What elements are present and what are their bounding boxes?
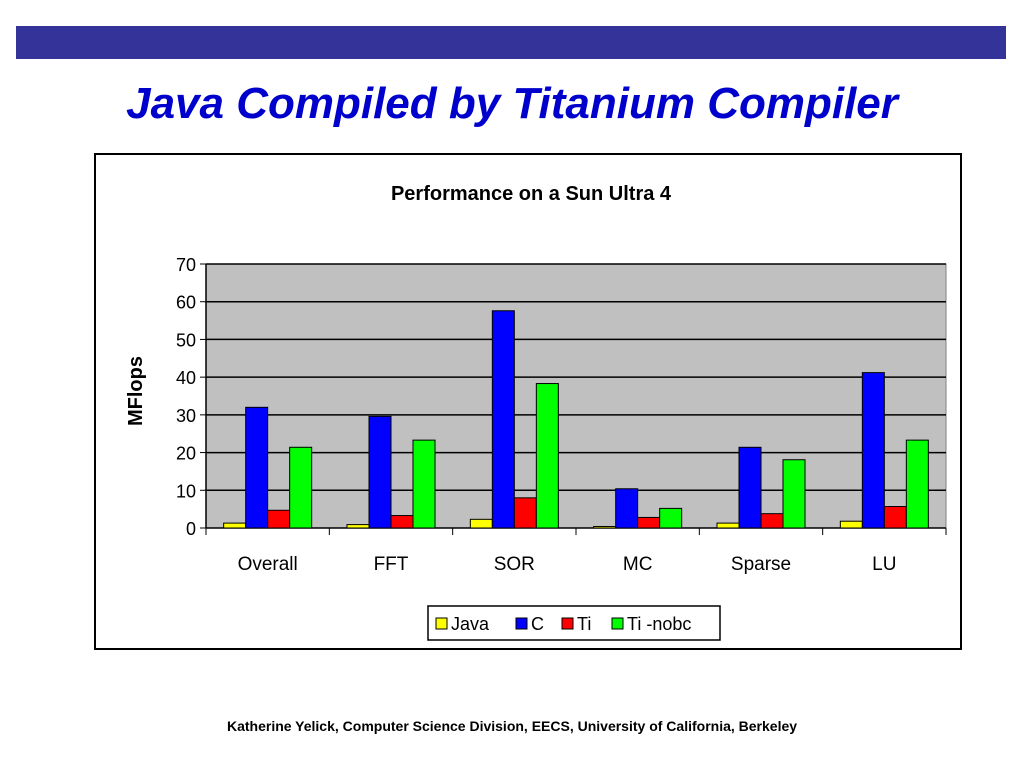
y-axis-label: MFlops — [125, 356, 147, 426]
bar-ti-nobc — [535, 383, 559, 529]
chart-frame: Performance on a Sun Ultra 4 0 10 20 30 40 50 6… — [94, 153, 962, 650]
x-tick-label: MC — [623, 554, 653, 575]
y-tick-label: 50 — [176, 330, 196, 350]
legend-label-ti-nobc: Ti -nobc — [627, 614, 691, 634]
legend-label-java: Java — [451, 614, 490, 634]
bar-c — [738, 446, 762, 529]
y-tick-label: 70 — [176, 255, 196, 275]
bar-c — [245, 406, 269, 529]
bar-java — [839, 520, 863, 529]
y-tick-label: 0 — [186, 519, 196, 539]
bar-ti — [637, 516, 661, 529]
legend-box — [427, 605, 721, 641]
bar-java — [223, 522, 247, 529]
bar-ti — [267, 509, 291, 529]
bar-ti-nobc — [782, 459, 806, 529]
chart-svg: Performance on a Sun Ultra 4 0 10 20 30 40 50 6… — [125, 183, 947, 641]
legend-swatch-c — [515, 617, 528, 630]
bar-c — [491, 310, 515, 529]
bar-ti-nobc — [905, 439, 929, 529]
legend-swatch-ti-nobc — [611, 617, 624, 630]
bar-c — [615, 488, 639, 529]
bar-c — [861, 372, 885, 529]
x-tick-label: LU — [872, 554, 896, 575]
y-tick-label: 30 — [176, 406, 196, 426]
slide-title: Java Compiled by Titanium Compiler — [126, 79, 898, 128]
bar-java — [469, 518, 493, 529]
y-tick-label: 40 — [176, 368, 196, 388]
bar-ti — [883, 506, 907, 529]
x-tick-label: Overall — [238, 554, 298, 575]
chart-title: Performance on a Sun Ultra 4 — [391, 183, 672, 205]
bar-ti — [390, 515, 414, 529]
x-tick-label: Sparse — [731, 554, 791, 575]
bar-ti-nobc — [289, 446, 313, 529]
bar-ti-nobc — [412, 439, 436, 529]
y-tick-label: 20 — [176, 444, 196, 464]
bar-ti — [760, 513, 784, 529]
y-tick-label: 10 — [176, 481, 196, 501]
legend-swatch-ti — [561, 617, 574, 630]
bar-c — [368, 415, 392, 529]
legend-swatch-java — [435, 617, 448, 630]
bar-ti — [513, 497, 537, 529]
bar-ti-nobc — [659, 507, 683, 529]
bar-java — [346, 524, 370, 529]
x-tick-label: SOR — [494, 554, 535, 575]
bar-java — [593, 525, 617, 529]
legend-label-ti: Ti — [577, 614, 591, 634]
legend-label-c: C — [531, 614, 544, 634]
plot-area — [205, 263, 947, 529]
title-band — [16, 26, 1006, 59]
slide-footer: Katherine Yelick, Computer Science Divis… — [226, 718, 798, 734]
bar-java — [716, 522, 740, 529]
x-tick-label: FFT — [374, 554, 409, 575]
y-tick-label: 60 — [176, 293, 196, 313]
